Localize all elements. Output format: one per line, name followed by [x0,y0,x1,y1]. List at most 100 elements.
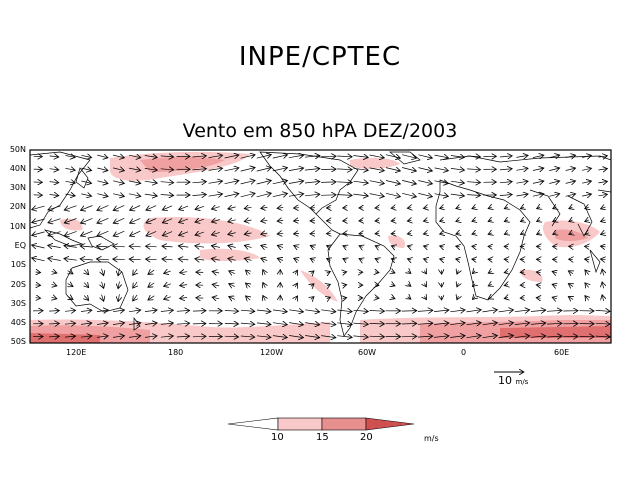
wind-vector [256,323,271,325]
wind-vector [549,168,559,171]
wind-vector [49,156,59,157]
wind-vector [84,296,89,301]
wind-vector [417,323,433,324]
wind-vector [321,323,336,325]
wind-vector [244,220,252,222]
wind-vector [113,246,125,247]
wind-vector [514,310,530,312]
wind-vector [32,245,45,248]
colorbar-segment [365,417,415,431]
wind-vector [549,155,559,158]
wind-vector [36,272,41,273]
wind-vector [304,156,320,158]
wind-vector [97,155,108,158]
wind-vector [133,281,137,288]
wind-vector [80,310,92,311]
wind-vector [343,285,347,286]
map-title: Vento em 850 hPA DEZ/2003 [182,120,458,142]
wind-vector [112,310,125,312]
wind-vector [450,156,465,158]
wind-vector [569,233,573,235]
wind-vector [162,246,173,247]
wind-vector [118,281,119,289]
wind-vector [228,246,236,248]
wind-vector [520,220,524,222]
lat-label: 20S [10,280,26,289]
wind-vector [113,155,124,158]
wind-vector [353,194,368,196]
wind-vector [64,246,77,248]
lon-label: 120W [260,348,284,357]
wind-vector [321,182,336,183]
wind-vector [240,336,255,337]
wind-vector [402,193,416,197]
wind-vector [179,219,189,223]
wind-vector [600,259,605,260]
wind-vector [407,220,411,221]
wind-vector [32,258,45,261]
wind-vector [385,168,401,171]
wind-vector [179,232,189,236]
wind-vector [353,168,368,170]
wind-vector [240,193,255,197]
wind-vector [68,284,73,287]
wind-vector [343,246,347,248]
wind-vector [547,336,562,337]
wind-vector [211,207,220,210]
wind-vector [565,194,576,197]
wind-vector [240,323,255,324]
wind-vector [144,336,157,338]
wind-vector [64,259,77,261]
wind-vector [424,259,428,260]
wind-vector [601,220,606,222]
wind-vector [391,246,395,247]
wind-vector [52,297,57,299]
wind-vector [488,233,492,235]
wind-vector [229,271,235,274]
wind-vector [96,310,108,312]
wind-vector [582,181,591,183]
wind-vector [434,194,449,197]
wind-vector [272,336,287,338]
wind-vector [112,336,125,338]
wind-vector [208,155,223,157]
wind-vector [224,168,239,171]
lon-label: 0 [461,348,467,357]
wind-vector [369,168,385,171]
wind-vector [96,336,108,338]
wind-vector [418,168,432,171]
wind-vector [472,220,476,221]
wind-vector [49,195,59,196]
wind-vector [482,310,498,312]
page-title: INPE/CPTEC [238,42,402,72]
wind-vector [129,259,141,260]
wind-vector [146,231,157,236]
wind-vector [304,169,320,171]
wind-vector [311,271,314,274]
wind-vector [407,233,411,234]
wind-vector [176,310,190,311]
wind-vector [321,195,336,196]
wind-vector [337,310,352,312]
wind-vector [261,207,268,208]
wind-vector [65,156,76,158]
wind-vector [160,169,174,170]
wind-vector [536,298,540,299]
wind-vector [369,323,385,324]
wind-vector [148,296,155,300]
wind-vector [532,194,544,196]
wind-vector [499,194,512,195]
wind-vector [162,232,173,236]
wind-vector [195,232,205,235]
wind-vector [440,220,444,221]
lon-label: 180 [168,348,184,357]
wind-vector [418,193,432,196]
wind-vector [391,233,395,234]
wind-vector [532,155,544,157]
wind-vector [450,336,465,338]
wind-vector [456,207,460,208]
wind-vector [434,336,449,338]
wind-vector [585,270,589,275]
wind-vector [402,155,416,159]
wind-vector [472,233,476,234]
